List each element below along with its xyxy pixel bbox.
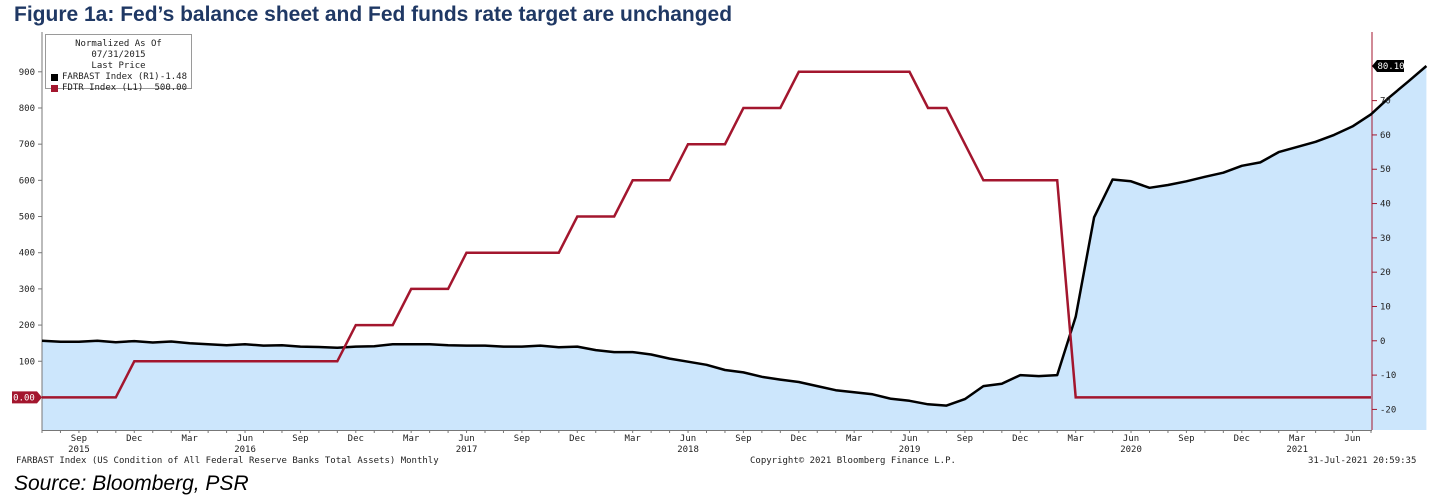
x-axis-tick-label: Dec (791, 434, 807, 444)
legend-value-farbast: -1.48 (159, 72, 187, 82)
legend-label-fdtr: FDTR Index (L1) (62, 83, 144, 93)
x-axis-tick-label: Jun (901, 434, 917, 444)
x-axis-tick-label: Dec (569, 434, 585, 444)
x-axis-tick-label: Mar (846, 434, 863, 444)
left-axis-tick-label: 400 (19, 249, 35, 259)
x-axis-tick-label: Mar (625, 434, 642, 444)
x-axis-tick-label: Jun (680, 434, 696, 444)
source-note: Source: Bloomberg, PSR (14, 472, 249, 495)
legend-label-farbast: FARBAST Index (R1) (62, 72, 160, 82)
right-axis-tick-label: 50 (1380, 165, 1391, 175)
legend-swatch-farbast (51, 74, 58, 81)
legend: Normalized As Of 07/31/2015 Last Price F… (45, 34, 192, 93)
left-axis-tick-label: 100 (19, 357, 35, 367)
x-axis-tick-label: Sep (735, 434, 751, 444)
right-axis-tick-label: 10 (1380, 302, 1391, 312)
left-axis-tick-label: 200 (19, 321, 35, 331)
x-axis-year-label: 2015 (68, 445, 90, 455)
left-axis-tick-label: 300 (19, 285, 35, 295)
legend-header: Normalized As Of 07/31/2015 (75, 39, 162, 60)
x-axis-year-label: 2017 (456, 445, 478, 455)
right-axis-tick-label: 40 (1380, 200, 1391, 210)
series-lines-layer (41, 65, 1428, 407)
x-axis-tick-label: Dec (126, 434, 142, 444)
tick-labels-layer: 1002003004005006007008009008070605040302… (12, 59, 1405, 455)
right-axis-tick-label: 0 (1380, 337, 1385, 347)
x-axis-tick-label: Mar (182, 434, 199, 444)
x-axis-tick-label: Sep (1178, 434, 1194, 444)
x-axis-tick-label: Dec (1234, 434, 1250, 444)
x-axis-tick-label: Sep (514, 434, 530, 444)
left-axis-tick-label: 500 (19, 213, 35, 223)
right-axis-tick-label: 30 (1380, 234, 1391, 244)
right-axis-tick-label: 70 (1380, 97, 1391, 107)
x-axis-year-label: 2016 (234, 445, 256, 455)
x-axis-tick-label: Jun (237, 434, 253, 444)
footer-series-description: FARBAST Index (US Condition of All Feder… (16, 456, 439, 466)
x-axis-tick-label: Mar (1289, 434, 1306, 444)
figure-title: Figure 1a: Fed’s balance sheet and Fed f… (14, 3, 733, 26)
x-axis-tick-label: Mar (403, 434, 420, 444)
legend-item-farbast: FARBAST Index (R1) -1.48 (46, 72, 191, 83)
right-axis-tick-label: -20 (1380, 405, 1396, 415)
farbast-last-value-label: 80.10 (1377, 62, 1404, 72)
farbast-line (41, 65, 1428, 407)
right-axis-tick-label: 60 (1380, 131, 1391, 141)
fdtr-last-value-flag (12, 391, 42, 404)
fdtr-last-value-label: 0.00 (13, 393, 35, 403)
balance-sheet-area-fill (42, 66, 1427, 430)
footer-copyright: Copyright© 2021 Bloomberg Finance L.P. (750, 456, 956, 466)
x-axis-tick-label: Jun (1123, 434, 1139, 444)
farbast-last-value-flag (1372, 59, 1404, 72)
left-axis-tick-label: 700 (19, 140, 35, 150)
legend-item-fdtr: FDTR Index (L1) 500.00 (46, 83, 191, 94)
x-axis-year-label: 2021 (1286, 445, 1308, 455)
balance-sheet-area-layer (42, 66, 1427, 430)
x-axis-year-label: 2020 (1120, 445, 1142, 455)
legend-value-fdtr: 500.00 (154, 83, 187, 93)
x-axis-year-label: 2018 (677, 445, 699, 455)
legend-subheader: Last Price (91, 61, 146, 71)
fdtr-line (42, 70, 1371, 399)
left-axis-tick-label: 600 (19, 176, 35, 186)
x-axis-tick-label: Sep (292, 434, 308, 444)
left-axis-tick-label: 800 (19, 104, 35, 114)
footer-timestamp: 31-Jul-2021 20:59:35 (1308, 456, 1417, 466)
x-axis-year-label: 2019 (899, 445, 921, 455)
x-axis-tick-label: Dec (348, 434, 364, 444)
x-axis-tick-label: Dec (1012, 434, 1028, 444)
x-axis-tick-label: Sep (957, 434, 973, 444)
x-axis-tick-label: Jun (1344, 434, 1360, 444)
left-axis-tick-label: 900 (19, 68, 35, 78)
chart: 1002003004005006007008009008070605040302… (12, 32, 1428, 455)
right-axis-tick-label: 20 (1380, 268, 1391, 278)
x-axis-tick-label: Mar (1068, 434, 1085, 444)
legend-swatch-fdtr (51, 85, 58, 92)
right-axis-tick-label: -10 (1380, 371, 1396, 381)
x-axis-tick-label: Sep (71, 434, 87, 444)
x-axis-tick-label: Jun (458, 434, 474, 444)
